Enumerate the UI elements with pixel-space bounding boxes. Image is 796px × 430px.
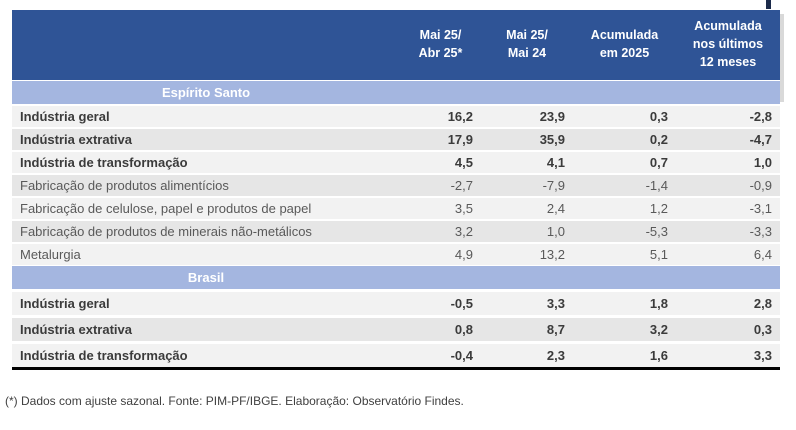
table-row: Indústria geral 16,2 23,9 0,3 -2,8 (12, 104, 780, 127)
table-header-row: Mai 25/ Abr 25* Mai 25/ Mai 24 Acumulada… (12, 10, 780, 80)
value-cell: 1,0 (753, 155, 772, 170)
value-cell: 13,2 (539, 247, 565, 262)
value-cell: 3,5 (454, 201, 473, 216)
value-cell: 2,4 (546, 201, 565, 216)
value-cell: 4,5 (454, 155, 473, 170)
value-cell: -0,5 (450, 296, 473, 311)
table-bottom-border (12, 367, 780, 370)
value-cell: -5,3 (645, 224, 668, 239)
table-row: Fabricação de celulose, papel e produtos… (12, 196, 780, 219)
value-cell: 2,8 (753, 296, 772, 311)
value-cell: -1,4 (645, 178, 668, 193)
value-cell: 4,1 (546, 155, 565, 170)
section-espirito-santo: Espírito Santo Indústria geral 16,2 23,9… (12, 80, 780, 265)
row-label: Fabricação de produtos alimentícios (20, 178, 229, 193)
value-cell: 8,7 (546, 322, 565, 337)
value-cell: -2,8 (749, 109, 772, 124)
section-brasil: Brasil Indústria geral -0,5 3,3 1,8 2,8 … (12, 265, 780, 367)
value-cell: 3,2 (649, 322, 668, 337)
table-row: Indústria extrativa 17,9 35,9 0,2 -4,7 (12, 127, 780, 150)
table-row: Fabricação de produtos alimentícios -2,7… (12, 173, 780, 196)
value-cell: 17,9 (447, 132, 473, 147)
value-cell: 4,9 (454, 247, 473, 262)
value-cell: 3,3 (546, 296, 565, 311)
section-title: Brasil (187, 270, 225, 285)
table-row: Indústria geral -0,5 3,3 1,8 2,8 (12, 289, 780, 315)
value-cell: 1,0 (546, 224, 565, 239)
section-band-brasil: Brasil (12, 265, 780, 289)
column-header-mai25-mai24: Mai 25/ Mai 24 (506, 28, 548, 60)
value-cell: 0,3 (753, 322, 772, 337)
value-cell: 6,4 (753, 247, 772, 262)
value-cell: -4,7 (749, 132, 772, 147)
row-label: Indústria extrativa (20, 132, 132, 147)
row-label: Indústria extrativa (20, 322, 132, 337)
row-label: Fabricação de produtos de minerais não-m… (20, 224, 312, 239)
value-cell: 0,2 (649, 132, 668, 147)
value-cell: -3,1 (749, 201, 772, 216)
table-row: Fabricação de produtos de minerais não-m… (12, 219, 780, 242)
row-label: Indústria geral (20, 109, 110, 124)
value-cell: -7,9 (542, 178, 565, 193)
footnote: (*) Dados com ajuste sazonal. Fonte: PIM… (5, 394, 464, 408)
industry-production-table: Mai 25/ Abr 25* Mai 25/ Mai 24 Acumulada… (12, 10, 780, 370)
value-cell: 35,9 (539, 132, 565, 147)
value-cell: -2,7 (450, 178, 473, 193)
section-title: Espírito Santo (161, 85, 251, 100)
row-label: Indústria de transformação (20, 155, 188, 170)
column-header-acumulada-12-meses: Acumulada nos últimos 12 meses (692, 19, 764, 69)
value-cell: 0,3 (649, 109, 668, 124)
value-cell: -0,4 (450, 348, 473, 363)
table-row: Indústria de transformação -0,4 2,3 1,6 … (12, 341, 780, 367)
value-cell: 0,8 (454, 322, 473, 337)
section-band-espirito-santo: Espírito Santo (12, 80, 780, 104)
table-row: Metalurgia 4,9 13,2 5,1 6,4 (12, 242, 780, 265)
value-cell: 5,1 (649, 247, 668, 262)
value-cell: 2,3 (546, 348, 565, 363)
header-empty-cell (12, 10, 400, 80)
section-band-label-cell: Espírito Santo (12, 81, 400, 104)
value-cell: 16,2 (447, 109, 473, 124)
row-label: Indústria geral (20, 296, 110, 311)
value-cell: 23,9 (539, 109, 565, 124)
value-cell: 1,6 (649, 348, 668, 363)
section-band-label-cell: Brasil (12, 266, 400, 289)
row-label: Metalurgia (20, 247, 81, 262)
value-cell: 1,2 (649, 201, 668, 216)
value-cell: 3,3 (753, 348, 772, 363)
table-edge-shadow (780, 14, 784, 102)
table-row: Indústria de transformação 4,5 4,1 0,7 1… (12, 150, 780, 173)
row-label: Indústria de transformação (20, 348, 188, 363)
screenshot-artifact (766, 0, 771, 9)
table-row: Indústria extrativa 0,8 8,7 3,2 0,3 (12, 315, 780, 341)
value-cell: -3,3 (749, 224, 772, 239)
row-label: Fabricação de celulose, papel e produtos… (20, 201, 312, 216)
value-cell: 0,7 (649, 155, 668, 170)
value-cell: 1,8 (649, 296, 668, 311)
column-header-acumulada-2025: Acumulada em 2025 (590, 28, 659, 60)
value-cell: -0,9 (749, 178, 772, 193)
value-cell: 3,2 (454, 224, 473, 239)
column-header-mai25-abr25: Mai 25/ Abr 25* (418, 28, 463, 60)
